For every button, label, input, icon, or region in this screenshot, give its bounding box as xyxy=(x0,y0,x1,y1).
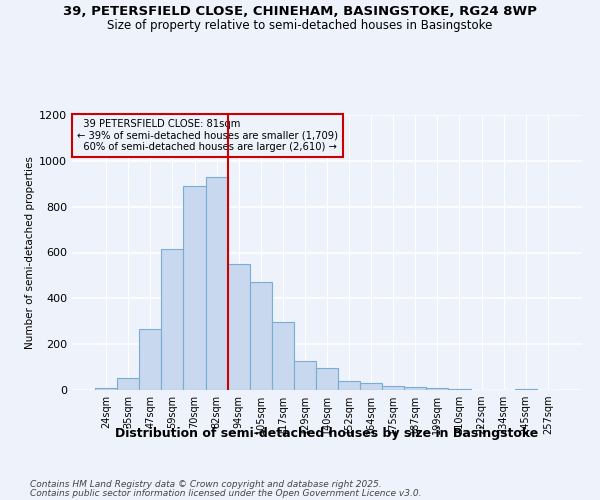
Bar xyxy=(161,249,184,390)
Text: Contains public sector information licensed under the Open Government Licence v3: Contains public sector information licen… xyxy=(30,489,421,498)
Bar xyxy=(404,387,427,390)
Bar xyxy=(338,381,360,390)
Bar xyxy=(95,388,117,390)
Bar xyxy=(206,177,227,390)
Bar xyxy=(448,389,470,390)
Text: 39, PETERSFIELD CLOSE, CHINEHAM, BASINGSTOKE, RG24 8WP: 39, PETERSFIELD CLOSE, CHINEHAM, BASINGS… xyxy=(63,5,537,18)
Bar xyxy=(227,264,250,390)
Bar xyxy=(184,186,206,390)
Bar xyxy=(427,388,448,390)
Bar xyxy=(294,360,316,390)
Bar xyxy=(117,378,139,390)
Bar xyxy=(360,383,382,390)
Y-axis label: Number of semi-detached properties: Number of semi-detached properties xyxy=(25,156,35,349)
Bar xyxy=(250,282,272,390)
Bar xyxy=(382,386,404,390)
Text: 39 PETERSFIELD CLOSE: 81sqm
← 39% of semi-detached houses are smaller (1,709)
  : 39 PETERSFIELD CLOSE: 81sqm ← 39% of sem… xyxy=(77,119,338,152)
Bar xyxy=(272,322,294,390)
Bar xyxy=(139,330,161,390)
Bar xyxy=(316,368,338,390)
Text: Contains HM Land Registry data © Crown copyright and database right 2025.: Contains HM Land Registry data © Crown c… xyxy=(30,480,382,489)
Text: Size of property relative to semi-detached houses in Basingstoke: Size of property relative to semi-detach… xyxy=(107,19,493,32)
Text: Distribution of semi-detached houses by size in Basingstoke: Distribution of semi-detached houses by … xyxy=(115,428,539,440)
